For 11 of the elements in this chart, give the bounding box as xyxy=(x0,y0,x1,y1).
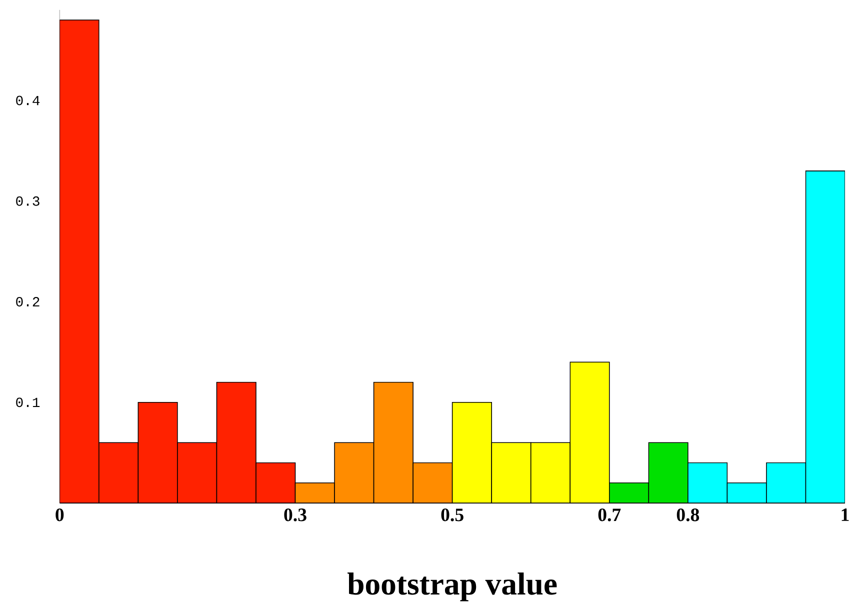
y-tick-label: 0.2 xyxy=(16,296,40,306)
y-tick-label: 0.1 xyxy=(16,397,40,407)
x-tick-label: 0.5 xyxy=(441,508,464,522)
x-tick-label: 1 xyxy=(842,508,849,521)
x-axis-title: bootstrap value xyxy=(348,572,557,602)
y-tick-label: 0.4 xyxy=(16,96,40,106)
y-tick-label: 0.3 xyxy=(16,196,40,206)
x-tick-label: 0 xyxy=(56,508,64,522)
x-tick-label: 0.8 xyxy=(676,508,700,522)
x-tick-label: 0.7 xyxy=(598,508,621,522)
x-tick-label: 0.3 xyxy=(284,508,306,522)
